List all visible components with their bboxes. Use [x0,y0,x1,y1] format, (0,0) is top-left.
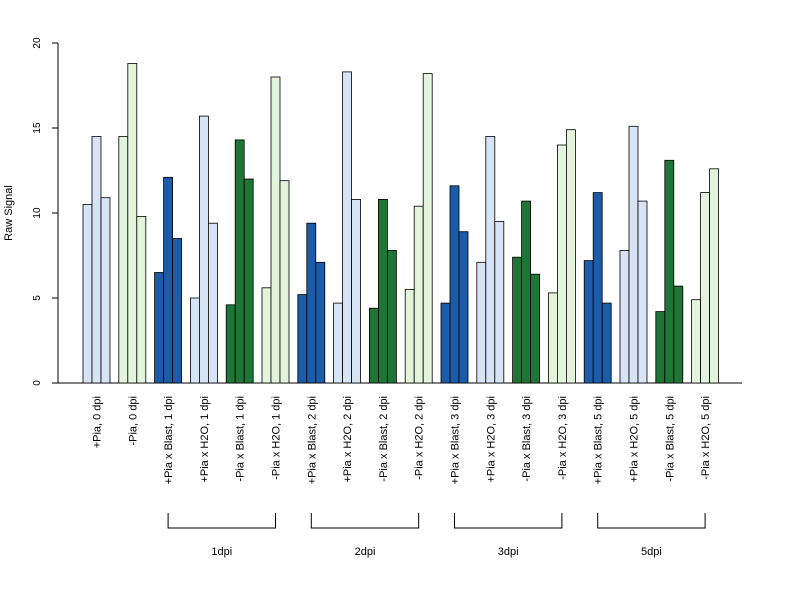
bar [198,115,209,384]
bar [664,159,675,384]
group-label: 5dpi [641,546,662,558]
bar [628,125,639,384]
bar [592,192,603,384]
bar [207,222,218,384]
bar [127,63,138,384]
bar [440,302,451,384]
x-category-label: -Pia x H2O, 3 dpi [557,396,569,480]
bar [521,200,531,384]
x-category-label: +Pia x H2O, 2 dpi [342,396,354,483]
group-label: 3dpi [498,546,519,558]
x-category-label: +Pia x Blast, 5 dpi [593,396,605,484]
bar [333,302,344,384]
bar [458,231,469,384]
x-category-label: -Pia x Blast, 2 dpi [378,396,390,482]
bar [243,178,254,384]
x-category-label: +Pia x Blast, 1 dpi [163,396,175,484]
y-tick-label: 20 [32,37,43,49]
labels-layer: +Pia, 0 dpi -Pia, 0 dpi +Pia x Blast, 1 dp… [92,396,713,484]
bar [189,297,200,384]
bar [163,176,174,384]
bar [691,299,701,384]
x-category-label: -Pia x Blast, 1 dpi [235,396,247,482]
bar [91,136,102,384]
x-category-label: +Pia x Blast, 3 dpi [450,396,462,484]
bar [494,221,505,384]
x-category-label: +Pia x H2O, 1 dpi [199,396,211,483]
group-bracket [597,513,706,529]
bar [583,260,594,384]
bar [386,249,397,384]
bar [100,197,111,384]
bar [297,294,308,384]
bar [530,273,540,384]
y-tick-label: 15 [32,122,43,134]
bar [557,144,567,384]
y-tick-label: 0 [32,380,43,386]
bar [261,287,272,384]
bar [673,285,684,384]
x-category-label: -Pia x Blast, 3 dpi [521,396,533,482]
x-category-label: +Pia x Blast, 2 dpi [306,396,318,484]
group-label: 1dpi [211,546,232,558]
bar [404,289,415,384]
bar [449,185,460,384]
bar [377,198,388,384]
bar [413,205,424,384]
bar [342,71,353,384]
bar [512,256,522,384]
bar [422,73,433,384]
x-category-label: +Pia x H2O, 3 dpi [485,396,497,483]
bars-layer [82,63,719,384]
x-category-label: -Pia, 0 dpi [127,396,139,446]
bar [485,136,496,384]
bar [234,139,245,384]
bar [172,238,183,384]
group-bracket [310,513,420,529]
bar [351,198,362,384]
groups-layer: 1dpi 2dpi 3dpi 5dpi [167,513,706,558]
bar [637,200,648,384]
bar [270,76,281,384]
bar [619,249,630,384]
bar [315,261,326,384]
bar [136,215,147,384]
group-bracket [454,513,563,529]
bar [655,311,666,384]
bar [548,292,558,384]
y-tick-label: 5 [32,295,43,301]
bar [601,302,612,384]
y-tick-label: 10 [32,207,43,219]
x-category-label: -Pia x Blast, 5 dpi [664,396,676,482]
bar [279,180,290,384]
x-category-label: -Pia x H2O, 5 dpi [700,396,712,480]
y-axis-title: Raw Signal [3,185,15,241]
bar [368,307,379,384]
bar [566,129,576,384]
x-category-label: +Pia x H2O, 5 dpi [629,396,641,483]
bar [476,261,487,384]
x-category-label: -Pia x H2O, 1 dpi [271,396,283,480]
bar [225,304,236,384]
bar [82,204,93,384]
x-category-label: -Pia x H2O, 2 dpi [414,396,426,480]
bar [118,136,129,384]
bar [709,168,719,384]
group-label: 2dpi [355,546,376,558]
bar [154,272,165,384]
x-category-label: +Pia, 0 dpi [92,396,104,448]
group-bracket [167,513,276,529]
bar [306,222,317,384]
bar [700,192,710,384]
